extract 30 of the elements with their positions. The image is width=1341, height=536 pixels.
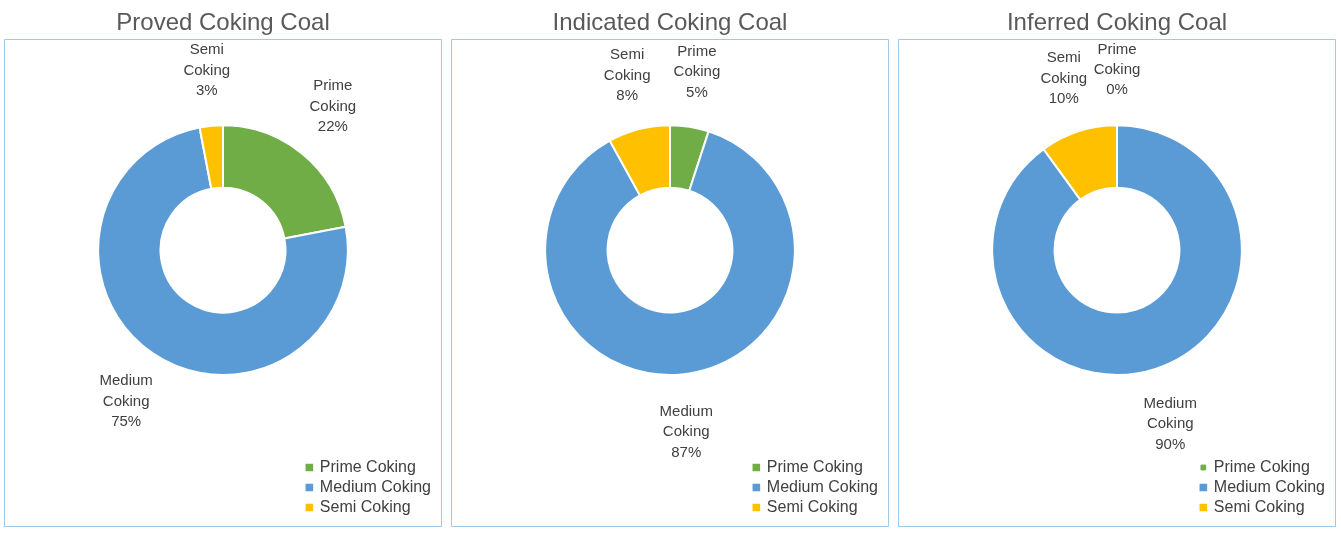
data-label: 8% (616, 86, 638, 104)
legend-label: Semi Coking (1213, 498, 1305, 516)
data-label: 22% (317, 117, 348, 135)
legend-label: Prime Coking (766, 458, 863, 476)
slice-label: Semi Coking (603, 45, 651, 83)
slice-label: Prime Coking (309, 76, 357, 114)
legend-label: Prime Coking (1213, 458, 1310, 476)
chart-title: Proved Coking Coal (116, 7, 330, 35)
slice-label: Semi Coking (1040, 48, 1088, 86)
slice-label: Semi Coking (183, 40, 231, 78)
legend-label: Semi Coking (319, 498, 411, 516)
text: 0% (1106, 80, 1128, 98)
data-label: 10% (1048, 89, 1079, 107)
legend-label: Medium Coking (766, 478, 878, 496)
data-label: 90% (1155, 434, 1186, 452)
category-label: Prime Coking (1093, 39, 1141, 77)
legend-label: Prime Coking (319, 458, 416, 476)
legend-label: Semi Coking (766, 498, 858, 516)
data-label: 3% (195, 81, 218, 99)
slice-label: Medium Coking (99, 371, 153, 409)
data-label: 5% (686, 82, 708, 100)
slice-label: Medium Coking (659, 402, 713, 440)
legend-label: Medium Coking (319, 478, 431, 496)
data-label: 75% (111, 412, 142, 430)
chart-title: Indicated Coking Coal (552, 7, 788, 35)
chart-title: Inferred Coking Coal (1006, 7, 1228, 35)
legend-label: Medium Coking (1213, 478, 1325, 496)
slice-label: Medium Coking (1143, 393, 1197, 432)
slice-label: Prime Coking (673, 41, 721, 80)
data-label: 87% (671, 442, 702, 460)
